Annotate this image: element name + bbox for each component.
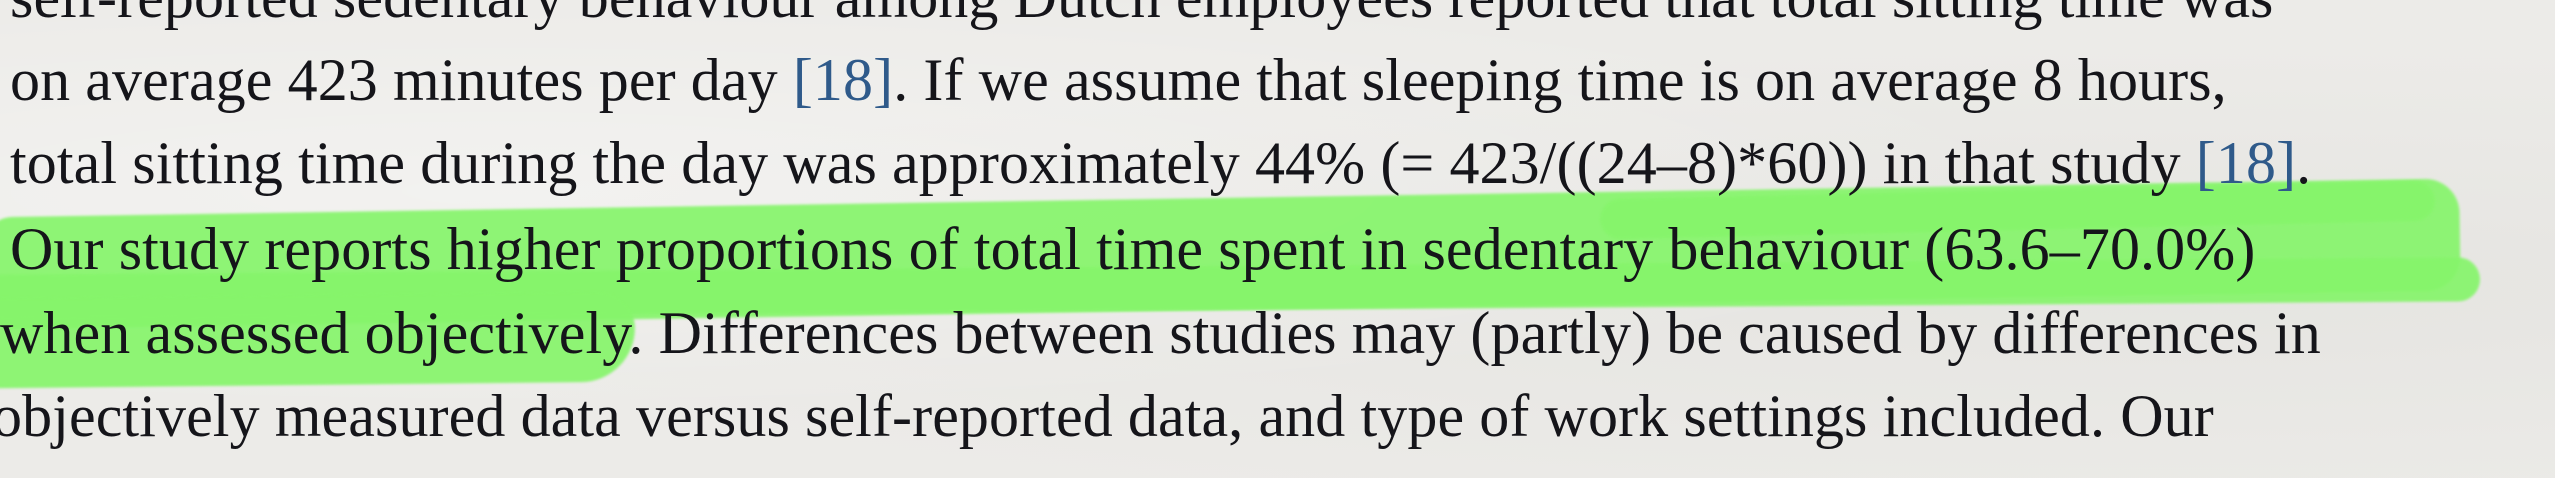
text-span: . If we assume that sleeping time is on …	[893, 47, 2227, 113]
text-span: .	[2296, 130, 2312, 196]
text-span: on average 423 minutes per day	[10, 47, 793, 113]
highlighted-text-line: Our study reports higher proportions of …	[10, 216, 2256, 282]
text-line: objectively measured data versus self-re…	[0, 383, 2214, 449]
text-line: self-reported sedentary behaviour among …	[10, 0, 2274, 32]
text-span: total sitting time during the day was ap…	[10, 130, 2196, 196]
citation-reference: [18]	[792, 47, 894, 113]
highlighted-text-line: when assessed objectively. Differences b…	[0, 300, 2321, 366]
text-line: on average 423 minutes per day [18]. If …	[10, 45, 2227, 115]
citation-reference: [18]	[2195, 130, 2297, 196]
text-line: total sitting time during the day was ap…	[10, 128, 2311, 198]
